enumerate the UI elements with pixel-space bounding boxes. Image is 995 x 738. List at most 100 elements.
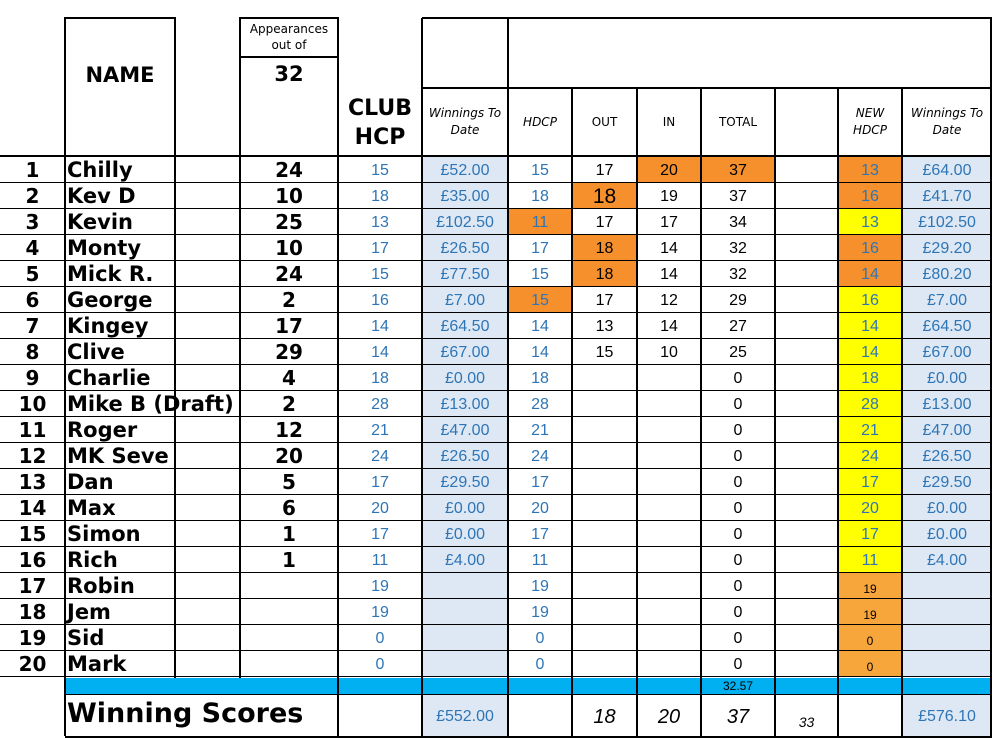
row-club-hcp: 18: [371, 188, 389, 205]
row-club-hcp: 17: [371, 240, 389, 257]
row-new-hdcp: 19: [863, 582, 877, 596]
row-rank: 4: [25, 236, 40, 260]
row-in: [637, 470, 701, 496]
row-hdcp: 19: [531, 578, 549, 595]
row-total: 0: [733, 604, 743, 621]
footer-label: Winning Scores: [67, 697, 304, 729]
row-name: Charlie: [67, 366, 151, 390]
footer-winnings-2: £576.10: [918, 708, 976, 725]
new-hdcp-highlight: [838, 651, 902, 677]
row-hdcp: 17: [531, 526, 549, 543]
row-winnings: £67.00: [440, 344, 490, 361]
header-new-hdcp: NEW HDCP: [838, 100, 902, 144]
row-in: [637, 522, 701, 548]
grid-horizontal-line: [0, 468, 992, 469]
row-hdcp: 0: [535, 656, 545, 673]
row-in: 10: [660, 344, 678, 361]
row-total: 0: [733, 474, 743, 491]
winnings-fill: [422, 521, 508, 547]
row-new-hdcp: 14: [861, 266, 879, 283]
row-new-hdcp: 17: [861, 526, 879, 543]
header-winnings-line2: Date: [450, 123, 480, 137]
row-appearances: 5: [282, 470, 296, 494]
header-appearances: Appearances out of: [240, 18, 338, 56]
winnings-fill: [422, 391, 508, 417]
out-highlight: [572, 235, 637, 261]
row-winnings: £52.00: [440, 162, 490, 179]
row-out: 17: [595, 162, 614, 179]
row-rank: 7: [25, 314, 40, 338]
grid-horizontal-line: [0, 624, 992, 625]
row-new-hdcp: 16: [861, 240, 879, 257]
new-hdcp-highlight: [838, 573, 902, 599]
grid-horizontal-line: [0, 416, 992, 417]
grid-vertical-line: [990, 18, 992, 736]
total-highlight: [701, 157, 775, 183]
row-winnings-2: £7.00: [926, 292, 968, 309]
row-appearances: 1: [282, 548, 296, 572]
row-club-hcp: 17: [371, 474, 389, 491]
winnings2-fill: [902, 651, 992, 677]
row-winnings-2: £80.20: [922, 266, 972, 283]
grid-horizontal-line: [0, 650, 992, 651]
row-winnings: £77.50: [440, 266, 490, 283]
row-hdcp: 19: [531, 604, 549, 621]
grid-horizontal-line: [0, 390, 992, 391]
row-club-hcp: 11: [371, 552, 389, 569]
new-hdcp-highlight: [838, 547, 902, 573]
row-winnings: £0.00: [444, 370, 486, 387]
footer-in: 20: [657, 705, 681, 728]
header-winnings2-line2: Date: [932, 123, 962, 137]
new-hdcp-highlight: [838, 261, 902, 287]
row-name: Clive: [67, 340, 125, 364]
row-hdcp: 17: [531, 474, 549, 491]
row-club-hcp: 21: [371, 422, 389, 439]
in-highlight: [637, 157, 701, 183]
winnings2-fill: [902, 157, 992, 183]
row-hdcp: 18: [531, 188, 549, 205]
new-hdcp-highlight: [838, 469, 902, 495]
row-winnings: £26.50: [440, 240, 490, 257]
row-winnings-2: £0.00: [926, 370, 968, 387]
winnings-fill: [422, 157, 508, 183]
row-hdcp: 21: [531, 422, 549, 439]
header-new-hdcp-line2: HDCP: [853, 123, 887, 137]
grid-vertical-line: [571, 88, 573, 736]
row-new-hdcp: 18: [861, 370, 879, 387]
footer-out: 18: [593, 705, 616, 728]
grid-horizontal-line: [0, 338, 992, 339]
row-in: [637, 496, 701, 522]
row-out: [572, 418, 637, 444]
new-hdcp-highlight: [838, 599, 902, 625]
grid-horizontal-line: [0, 572, 992, 573]
winnings2-fill: [902, 391, 992, 417]
row-winnings: £29.50: [440, 474, 490, 491]
grid-horizontal-line: [0, 260, 992, 261]
winnings-fill: [422, 313, 508, 339]
row-new-hdcp: 14: [861, 318, 879, 335]
row-new-hdcp: 24: [861, 448, 879, 465]
row-new-hdcp: 11: [861, 552, 879, 569]
row-name: Kevin: [67, 210, 133, 234]
row-rank: 10: [18, 392, 47, 416]
row-total: 37: [729, 188, 747, 205]
row-total: 29: [729, 292, 747, 309]
row-winnings-2: [902, 600, 992, 626]
new-hdcp-highlight: [838, 625, 902, 651]
footer-total: 37: [726, 705, 750, 728]
winnings2-fill: [902, 625, 992, 651]
winnings-fill: [422, 365, 508, 391]
winnings2-fill: [902, 547, 992, 573]
grid-horizontal-line: [0, 442, 992, 443]
winnings-fill: [422, 339, 508, 365]
new-hdcp-highlight: [838, 287, 902, 313]
new-hdcp-highlight: [838, 339, 902, 365]
grid-horizontal-line: [0, 364, 992, 365]
row-winnings: £0.00: [444, 526, 486, 543]
winnings-fill: [422, 417, 508, 443]
new-hdcp-highlight: [838, 391, 902, 417]
grid-horizontal-line: [422, 17, 508, 19]
grid-vertical-line: [901, 88, 903, 736]
hdcp-highlight: [508, 209, 572, 235]
row-club-hcp: 19: [371, 604, 389, 621]
